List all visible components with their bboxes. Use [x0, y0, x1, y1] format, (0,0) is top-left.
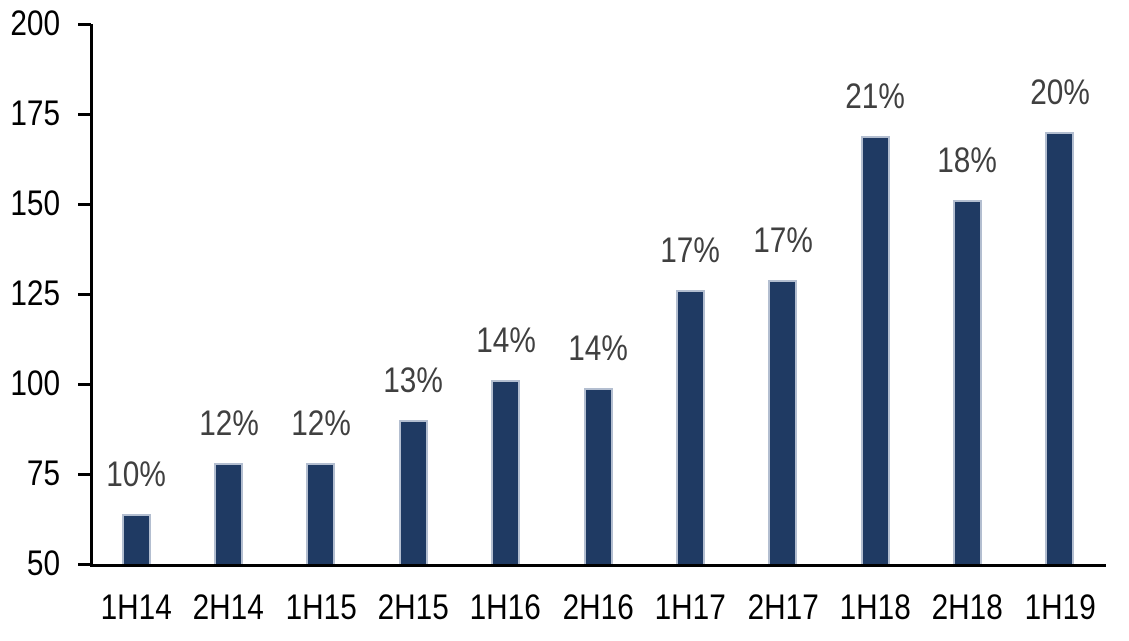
- y-axis-tick-label: 75: [26, 454, 60, 493]
- y-axis-line: [90, 24, 93, 567]
- y-axis-tick-label: 175: [10, 94, 61, 133]
- bar-data-label: 21%: [845, 76, 905, 116]
- bar-2H15: [398, 420, 428, 564]
- bar-data-label: 12%: [291, 404, 351, 444]
- y-axis-tick: [78, 563, 91, 566]
- x-axis-category-label: 1H16: [470, 588, 542, 627]
- bar-data-label: 17%: [660, 231, 721, 271]
- y-axis-tick-label: 200: [10, 4, 61, 43]
- y-axis-tick: [78, 203, 91, 206]
- bar-data-label: 10%: [106, 454, 166, 494]
- bar-data-label: 20%: [1030, 73, 1090, 112]
- y-axis-tick: [78, 23, 91, 26]
- bar-data-label: 13%: [383, 361, 444, 400]
- bar-1H18: [860, 135, 890, 564]
- y-axis-tick-label: 100: [10, 364, 61, 403]
- x-axis-category-label: 1H19: [1024, 588, 1096, 627]
- bar-data-label: 18%: [937, 141, 998, 181]
- bar-data-label: 12%: [198, 404, 259, 444]
- y-axis-tick-label: 125: [10, 274, 61, 313]
- bar-2H16: [583, 387, 613, 564]
- bar-1H14: [121, 513, 151, 564]
- x-axis-category-label: 1H15: [285, 588, 357, 627]
- y-axis-tick: [78, 473, 91, 476]
- x-axis-category-label: 1H14: [100, 588, 172, 627]
- y-axis-tick-label: 50: [26, 544, 60, 583]
- bar-2H17: [768, 279, 798, 564]
- x-axis-category-label: 1H18: [839, 588, 911, 627]
- bar-1H16: [491, 380, 521, 564]
- bar-data-label: 14%: [475, 321, 536, 361]
- x-axis-category-label: 1H17: [654, 588, 726, 627]
- y-axis-tick: [78, 293, 91, 296]
- bar-1H19: [1045, 132, 1075, 564]
- x-axis-category-label: 2H17: [747, 588, 819, 627]
- y-axis-tick: [78, 383, 91, 386]
- x-axis-category-label: 2H14: [192, 588, 265, 627]
- bar-1H17: [675, 290, 705, 564]
- x-axis-category-label: 2H16: [562, 588, 634, 627]
- y-axis-tick: [78, 113, 91, 116]
- bar-1H15: [306, 463, 336, 564]
- bar-data-label: 14%: [568, 328, 628, 368]
- x-axis-line: [90, 564, 1106, 567]
- x-axis-category-label: 2H18: [931, 588, 1004, 627]
- bar-2H18: [952, 200, 982, 564]
- bar-2H14: [214, 463, 244, 564]
- x-axis-category-label: 2H15: [377, 588, 449, 627]
- bar-data-label: 17%: [752, 220, 813, 260]
- y-axis-tick-label: 150: [10, 184, 61, 223]
